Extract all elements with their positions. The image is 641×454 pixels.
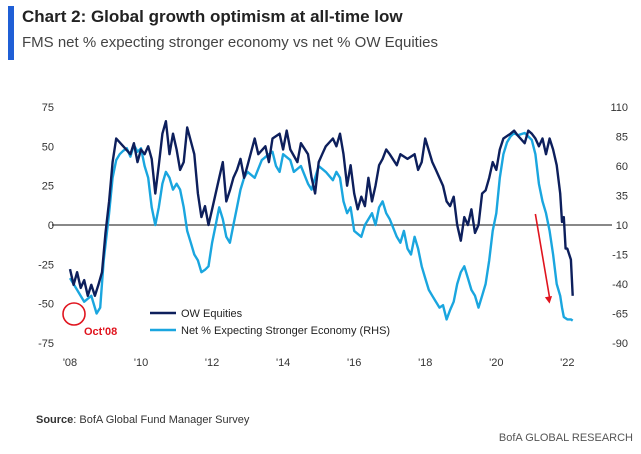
source-text: : BofA Global Fund Manager Survey <box>73 414 250 426</box>
left-tick-label: -50 <box>38 299 54 311</box>
brand-label: BofA GLOBAL RESEARCH <box>498 432 633 444</box>
chart-title: Chart 2: Global growth optimism at all-t… <box>22 7 403 26</box>
right-tick-label: -15 <box>612 250 628 262</box>
left-tick-label: 50 <box>42 141 54 153</box>
right-tick-label: 85 <box>616 132 628 144</box>
oct08-circle <box>62 302 86 326</box>
annotations: Oct'08 <box>62 213 553 338</box>
series-line-ow-equities <box>68 120 574 297</box>
legend: OW Equities Net % Expecting Stronger Econ… <box>150 308 390 337</box>
left-axis-ticks: 75 50 25 0 -25 -50 -75 <box>38 102 54 350</box>
x-tick-label: '12 <box>205 357 219 369</box>
decline-arrowhead <box>544 296 553 304</box>
x-axis-ticks: '08 '10 '12 '14 '16 '18 '20 '22 <box>63 357 575 369</box>
x-tick-label: '08 <box>63 357 77 369</box>
x-tick-label: '18 <box>418 357 432 369</box>
left-tick-label: -75 <box>38 338 54 350</box>
right-tick-label: 35 <box>616 191 628 203</box>
right-tick-label: 110 <box>610 102 628 114</box>
source-note: Source: BofA Global Fund Manager Survey <box>36 414 249 426</box>
right-tick-label: -40 <box>612 279 628 291</box>
x-tick-label: '22 <box>560 357 574 369</box>
decline-arrow <box>534 213 551 298</box>
legend-label: OW Equities <box>181 308 243 320</box>
chart-subtitle: FMS net % expecting stronger economy vs … <box>22 34 439 51</box>
legend-label: Net % Expecting Stronger Economy (RHS) <box>181 325 390 337</box>
left-tick-label: 25 <box>42 181 54 193</box>
series-line-growth-expectations <box>68 131 574 322</box>
x-tick-label: '20 <box>489 357 503 369</box>
left-tick-label: -25 <box>38 259 54 271</box>
x-tick-label: '14 <box>276 357 290 369</box>
oct08-label: Oct'08 <box>84 326 117 338</box>
left-tick-label: 75 <box>42 102 54 114</box>
series-layer <box>68 120 574 322</box>
left-tick-label: 0 <box>48 220 54 232</box>
x-tick-label: '10 <box>134 357 148 369</box>
source-label: Source <box>36 414 74 426</box>
right-tick-label: -65 <box>612 309 628 321</box>
right-axis-ticks: 110 85 60 35 10 -15 -40 -65 -90 <box>610 102 628 350</box>
right-tick-label: -90 <box>612 338 628 350</box>
title-accent-bar <box>8 6 14 60</box>
x-tick-label: '16 <box>347 357 361 369</box>
right-tick-label: 60 <box>616 161 628 173</box>
right-tick-label: 10 <box>616 220 628 232</box>
